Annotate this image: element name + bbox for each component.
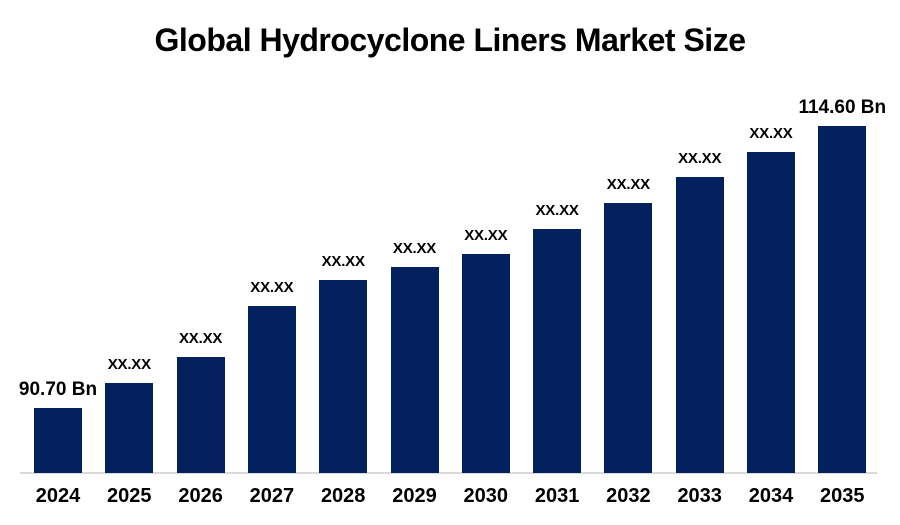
bar-2029 (390, 267, 439, 473)
x-axis-line (20, 472, 877, 474)
bar-value-label-2025: XX.XX (107, 356, 151, 373)
x-axis-label-2024: 2024 (35, 485, 81, 507)
bar-value-label-2027: XX.XX (250, 279, 294, 296)
bar-2031 (533, 229, 582, 473)
bar-2027 (247, 306, 296, 473)
x-axis-label-2032: 2032 (606, 485, 651, 507)
bar-value-label-2024: 90.70 Bn (18, 379, 98, 400)
x-axis-label-2029: 2029 (392, 485, 437, 507)
bar-value-label-2029: XX.XX (392, 240, 437, 257)
bar-2024 (34, 408, 82, 473)
bar-2032 (604, 203, 653, 473)
bar-value-label-2028: XX.XX (321, 253, 365, 270)
x-axis-label-2035: 2035 (820, 485, 865, 507)
x-axis-label-2027: 2027 (249, 485, 295, 507)
x-axis-label-2031: 2031 (534, 485, 580, 507)
x-axis-label-2025: 2025 (107, 485, 152, 507)
x-axis-label-2034: 2034 (748, 485, 794, 507)
x-axis-label-2028: 2028 (320, 485, 366, 507)
bar-value-label-2026: XX.XX (179, 330, 223, 347)
bar-value-label-2030: XX.XX (464, 227, 508, 244)
bar-value-label-2035: 114.60 Bn (798, 97, 887, 118)
chart-title: Global Hydrocyclone Liners Market Size (154, 22, 746, 58)
x-axis-label-2033: 2033 (677, 485, 722, 507)
bar-value-label-2034: XX.XX (749, 125, 793, 142)
bar-2035 (818, 126, 867, 473)
bar-2026 (176, 357, 225, 473)
bar-2034 (747, 152, 795, 473)
x-axis-label-2030: 2030 (463, 485, 509, 507)
x-axis-label-2026: 2026 (178, 485, 223, 507)
bar-value-label-2033: XX.XX (678, 150, 722, 167)
bar-2033 (675, 177, 724, 473)
bar-2025 (105, 383, 154, 473)
bar-2028 (319, 280, 368, 473)
bar-value-label-2032: XX.XX (606, 176, 650, 193)
bar-value-label-2031: XX.XX (535, 202, 579, 219)
bar-2030 (461, 254, 510, 473)
